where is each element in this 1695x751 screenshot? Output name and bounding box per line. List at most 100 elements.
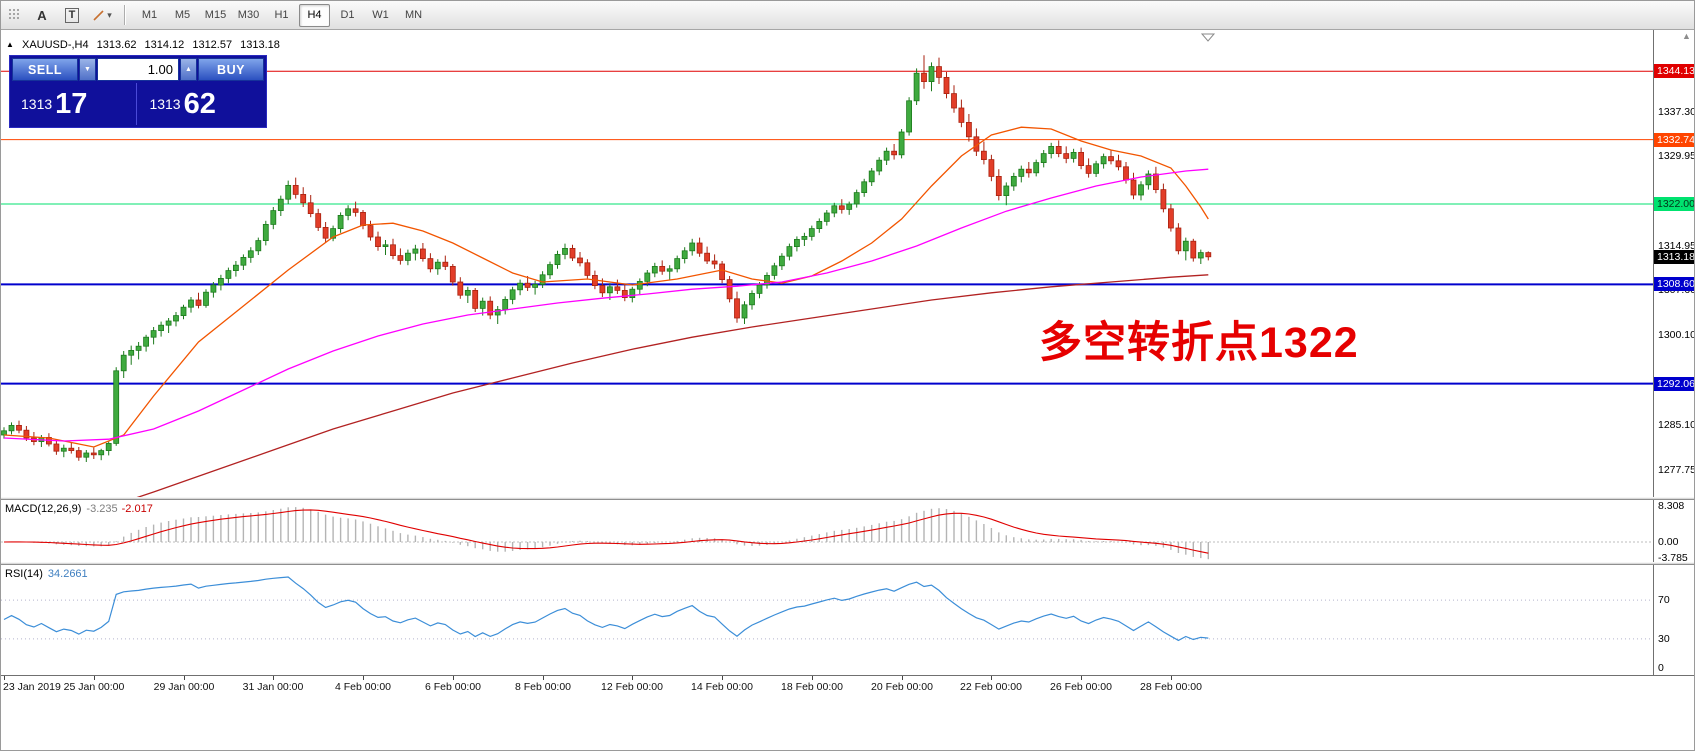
timeframe-button-mn[interactable]: MN <box>404 9 423 21</box>
macd-label: MACD(12,26,9) <box>5 503 82 515</box>
grip-dots-icon <box>9 9 19 19</box>
buy-price-big: 62 <box>183 87 216 120</box>
price-line-badge: 1344.13 <box>1654 64 1694 78</box>
price-scale-border <box>1653 30 1654 675</box>
one-click-trading-panel: SELL ▼ ▲ BUY 1313 17 1313 62 <box>9 55 267 128</box>
time-axis-label: 14 Feb 00:00 <box>691 681 753 693</box>
buy-price-small: 1313 <box>149 96 181 112</box>
chart-annotation-text[interactable]: 多空转折点1322 <box>1039 319 1359 367</box>
slow-ma <box>136 274 1209 497</box>
macd-signal-line <box>3 509 1209 554</box>
time-axis-tick <box>453 676 454 680</box>
high-value: 1314.12 <box>144 39 185 51</box>
macd-histogram <box>10 507 1210 560</box>
rsi-line <box>3 576 1209 642</box>
time-axis-tick <box>902 676 903 680</box>
symbol-period-label: XAUUSD-,H4 <box>21 39 89 51</box>
time-axis-tick <box>1081 676 1082 680</box>
timeframe-button-m15[interactable]: M15 <box>204 9 227 21</box>
time-axis-label: 31 Jan 00:00 <box>242 681 304 693</box>
sell-price-small: 1313 <box>21 96 53 112</box>
ohlc-header: ▲ XAUUSD-,H4 1313.62 1314.12 1312.57 131… <box>6 39 285 51</box>
price-scale-label: 1329.95 <box>1658 150 1694 162</box>
price-scale-label: 1314.95 <box>1658 240 1694 252</box>
sell-price[interactable]: 1313 17 <box>12 83 136 125</box>
toolbar-grip[interactable] <box>5 6 23 24</box>
price-line-badge: 1332.74 <box>1654 133 1694 147</box>
price-line-badge: 1292.06 <box>1654 377 1694 391</box>
fast-ma <box>3 126 1209 448</box>
macd-indicator-chart[interactable] <box>1 500 1653 562</box>
chart-shift-marker <box>1200 33 1216 42</box>
macd-scale-label: -3.785 <box>1658 552 1688 564</box>
time-axis-border <box>1 675 1694 676</box>
price-line-badge: 1322.00 <box>1654 197 1694 211</box>
time-axis-label: 25 Jan 00:00 <box>63 681 125 693</box>
time-axis-tick <box>543 676 544 680</box>
lot-decrease-button[interactable]: ▼ <box>79 58 96 81</box>
macd-main-value: -3.235 <box>86 503 118 515</box>
toolbar-separator <box>124 5 126 25</box>
text-tool-button[interactable]: A <box>37 7 47 23</box>
time-axis[interactable]: 23 Jan 2019 25 Jan 00:00 29 Jan 00:00 31 Ja… <box>1 676 1653 698</box>
rsi-scale-label: 70 <box>1658 594 1670 606</box>
timeframe-button-h1[interactable]: H1 <box>274 9 289 21</box>
time-axis-label: 20 Feb 00:00 <box>871 681 933 693</box>
lot-increase-button[interactable]: ▲ <box>180 58 197 81</box>
close-value: 1313.18 <box>240 39 280 51</box>
rsi-header: RSI(14) 34.2661 <box>5 568 88 580</box>
time-axis-tick <box>273 676 274 680</box>
macd-scale-label: 0.00 <box>1658 536 1679 548</box>
sell-button[interactable]: SELL <box>12 58 78 81</box>
timeframe-button-d1[interactable]: D1 <box>340 9 355 21</box>
textbox-icon: T <box>64 7 80 23</box>
rsi-indicator-chart[interactable] <box>1 565 1653 675</box>
price-scale-label: 1300.10 <box>1658 329 1694 341</box>
macd-scale-label: 8.308 <box>1658 500 1685 512</box>
time-axis-label: 28 Feb 00:00 <box>1140 681 1202 693</box>
macd-header: MACD(12,26,9) -3.235 -2.017 <box>5 503 153 515</box>
shapes-dropdown-button[interactable]: ▾ <box>89 4 115 27</box>
time-axis-label: 8 Feb 00:00 <box>514 681 572 693</box>
time-axis-label: 26 Feb 00:00 <box>1050 681 1112 693</box>
time-axis-label: 4 Feb 00:00 <box>334 681 392 693</box>
timeframe-button-m30[interactable]: M30 <box>237 9 260 21</box>
timeframe-button-h4[interactable]: H4 <box>299 3 330 27</box>
rsi-scale-label: 30 <box>1658 633 1670 645</box>
panel-splitter[interactable] <box>1 497 1694 500</box>
lot-size-input[interactable] <box>97 58 179 81</box>
time-axis-label: 12 Feb 00:00 <box>601 681 663 693</box>
buy-price[interactable]: 1313 62 <box>136 83 264 125</box>
time-axis-tick <box>94 676 95 680</box>
low-value: 1312.57 <box>192 39 233 51</box>
time-axis-label: 18 Feb 00:00 <box>781 681 843 693</box>
current-price-badge: 1313.18 <box>1654 250 1694 264</box>
price-chart[interactable] <box>1 30 1653 497</box>
macd-signal-value: -2.017 <box>121 503 153 515</box>
time-axis-tick <box>184 676 185 680</box>
time-axis-tick <box>991 676 992 680</box>
chart-area: ▲ XAUUSD-,H4 1313.62 1314.12 1312.57 131… <box>1 30 1694 750</box>
timeframe-button-m5[interactable]: M5 <box>174 9 191 21</box>
candles-group <box>1 55 1212 462</box>
rsi-label: RSI(14) <box>5 568 43 580</box>
price-divider <box>135 83 137 125</box>
toolbar: A T ▾ M1 M5 M15 M30 H1 H4 D1 W1 MN <box>1 1 1694 30</box>
timeframe-button-w1[interactable]: W1 <box>372 9 389 21</box>
time-axis-label: 22 Feb 00:00 <box>960 681 1022 693</box>
timeframe-button-m1[interactable]: M1 <box>141 9 158 21</box>
textbox-tool-button[interactable]: T <box>59 4 85 27</box>
price-scale-label: 1285.10 <box>1658 419 1694 431</box>
time-axis-label: 23 Jan 2019 <box>3 681 61 693</box>
panel-splitter[interactable] <box>1 562 1694 565</box>
chart-symbol-icon: ▲ <box>6 40 14 49</box>
line-shape-icon <box>93 9 104 21</box>
time-axis-tick <box>812 676 813 680</box>
buy-button[interactable]: BUY <box>198 58 264 81</box>
price-scale[interactable]: ▲1337.301329.951314.951307.601300.101285… <box>1654 30 1694 675</box>
price-line-badge: 1308.60 <box>1654 277 1694 291</box>
mid-ma <box>3 168 1209 442</box>
rsi-scale-label: 0 <box>1658 662 1664 674</box>
time-axis-tick <box>1171 676 1172 680</box>
